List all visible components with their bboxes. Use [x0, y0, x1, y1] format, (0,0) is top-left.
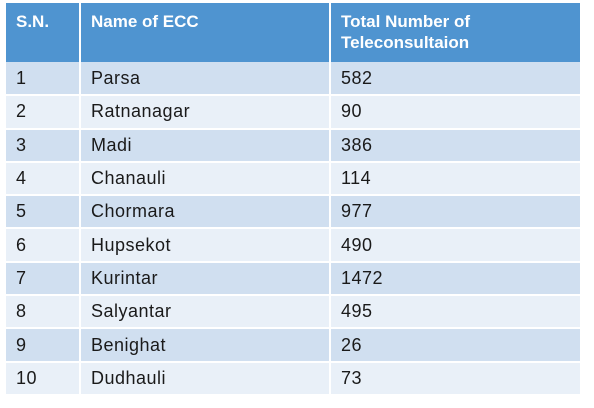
cell-ecc-name: Chormara: [80, 195, 331, 230]
cell-sn: 10: [6, 361, 81, 396]
table-body: 1 Parsa 582 2 Ratnanagar 90 3 Madi 386 4…: [6, 62, 580, 396]
cell-sn: 2: [6, 95, 81, 130]
table-row: 8 Salyantar 495: [6, 295, 580, 330]
table-row: 1 Parsa 582: [6, 62, 580, 97]
cell-sn: 8: [6, 295, 81, 330]
cell-ecc-name: Hupsekot: [80, 228, 331, 263]
cell-sn: 7: [6, 261, 81, 297]
cell-total: 26: [330, 328, 580, 363]
table-row: 3 Madi 386: [6, 128, 580, 163]
ecc-teleconsultation-table: S.N. Name of ECC Total Number of Telecon…: [6, 3, 580, 396]
cell-ecc-name: Kurintar: [80, 261, 331, 297]
cell-ecc-name: Dudhauli: [80, 361, 331, 396]
cell-sn: 9: [6, 328, 81, 363]
cell-total: 73: [330, 361, 580, 396]
ecc-teleconsultation-table-container: S.N. Name of ECC Total Number of Telecon…: [6, 3, 580, 396]
cell-ecc-name: Chanauli: [80, 161, 331, 197]
cell-total: 386: [330, 128, 580, 163]
cell-total: 114: [330, 161, 580, 197]
cell-sn: 5: [6, 195, 81, 230]
cell-sn: 1: [6, 62, 81, 97]
cell-total: 1472: [330, 261, 580, 297]
header-ecc-name: Name of ECC: [80, 3, 331, 62]
cell-ecc-name: Benighat: [80, 328, 331, 363]
cell-total: 495: [330, 295, 580, 330]
cell-total: 977: [330, 195, 580, 230]
header-total-teleconsultation: Total Number of Teleconsultaion: [341, 12, 471, 52]
cell-total: 490: [330, 228, 580, 263]
cell-total: 90: [330, 95, 580, 130]
cell-sn: 3: [6, 128, 81, 163]
cell-sn: 6: [6, 228, 81, 263]
cell-sn: 4: [6, 161, 81, 197]
table-header: S.N. Name of ECC Total Number of Telecon…: [6, 3, 580, 62]
table-row: 7 Kurintar 1472: [6, 261, 580, 297]
cell-ecc-name: Salyantar: [80, 295, 331, 330]
table-row: 9 Benighat 26: [6, 328, 580, 363]
table-row: 4 Chanauli 114: [6, 161, 580, 197]
table-row: 2 Ratnanagar 90: [6, 95, 580, 130]
cell-ecc-name: Parsa: [80, 62, 331, 97]
cell-ecc-name: Madi: [80, 128, 331, 163]
table-row: 10 Dudhauli 73: [6, 361, 580, 396]
cell-ecc-name: Ratnanagar: [80, 95, 331, 130]
header-sn: S.N.: [6, 3, 81, 62]
table-row: 5 Chormara 977: [6, 195, 580, 230]
cell-total: 582: [330, 62, 580, 97]
table-row: 6 Hupsekot 490: [6, 228, 580, 263]
header-row: S.N. Name of ECC Total Number of Telecon…: [6, 3, 580, 62]
